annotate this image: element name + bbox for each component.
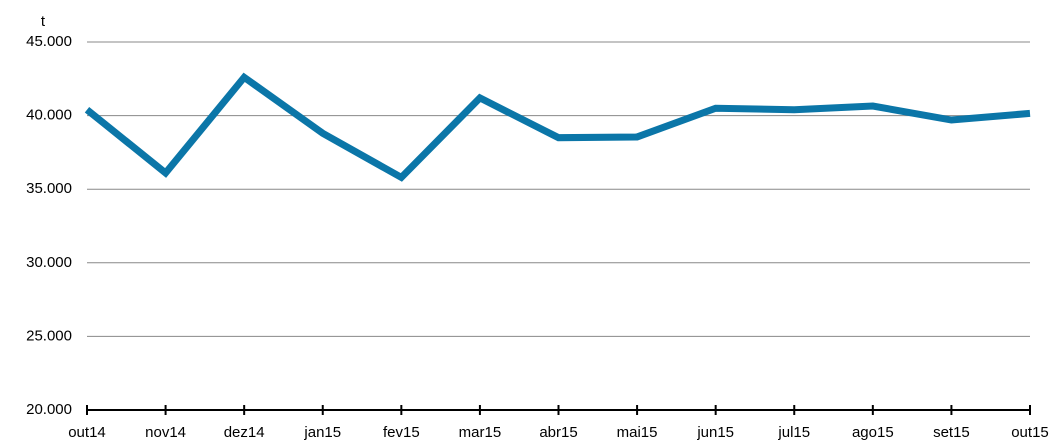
y-axis-label: t [41,13,46,30]
y-tick-label: 30.000 [26,254,72,271]
y-tick-label: 45.000 [26,33,72,50]
y-tick-label: 25.000 [26,327,72,344]
y-tick-label: 40.000 [26,107,72,124]
y-tick-label: 20.000 [26,401,72,418]
x-tick-label: nov14 [145,424,186,441]
x-tick-label: abr15 [539,424,577,441]
x-tick-label: jun15 [696,424,734,441]
x-tick-label: fev15 [383,424,420,441]
x-tick-label: out15 [1011,424,1049,441]
data-line [84,72,1031,182]
x-tick-label: ago15 [852,424,894,441]
x-tick-label: out14 [68,424,106,441]
x-tick-label: mai15 [617,424,658,441]
x-tick-label: jul15 [777,424,810,441]
x-tick-label: dez14 [224,424,265,441]
y-tick-label: 35.000 [26,180,72,197]
x-tick-label: mar15 [459,424,502,441]
x-tick-label: jan15 [303,424,341,441]
x-tick-label: set15 [933,424,970,441]
